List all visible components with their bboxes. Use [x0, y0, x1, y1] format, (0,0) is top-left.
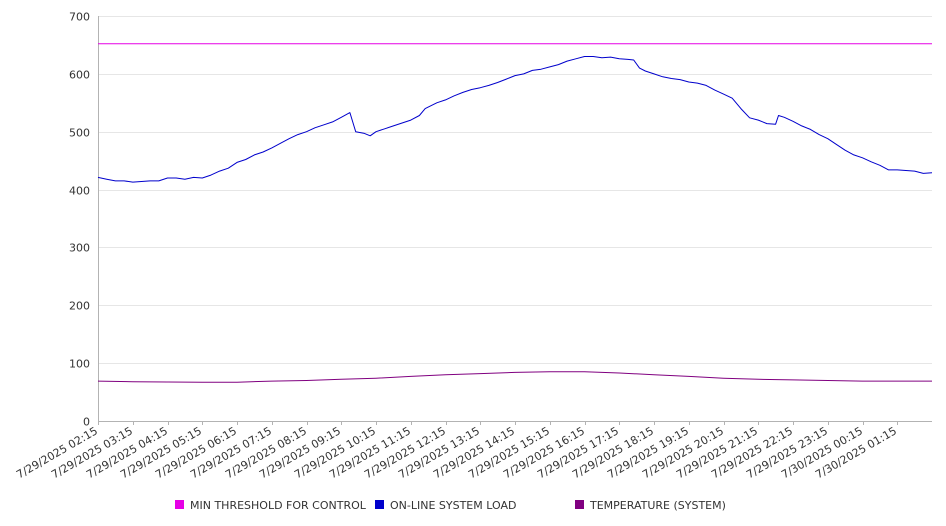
axes — [98, 16, 932, 425]
y-tick-label: 0 — [83, 416, 90, 429]
y-tick-label: 400 — [69, 185, 90, 198]
series-line-on-line-system-load — [97, 56, 933, 183]
y-axis-tick-labels: 0 100 200 300 400 500 600 700 — [69, 11, 90, 429]
legend-swatch — [575, 500, 584, 509]
legend-swatch — [375, 500, 384, 509]
gridlines — [98, 16, 932, 364]
legend: MIN THRESHOLD FOR CONTROL ON-LINE SYSTEM … — [175, 499, 726, 512]
y-tick-label: 600 — [69, 69, 90, 82]
y-tick-label: 500 — [69, 127, 90, 140]
legend-swatch — [175, 500, 184, 509]
series-lines — [97, 43, 933, 383]
y-tick-label: 200 — [69, 300, 90, 313]
legend-label: MIN THRESHOLD FOR CONTROL — [190, 499, 367, 512]
y-tick-label: 300 — [69, 242, 90, 255]
x-axis-tick-labels: 7/29/2025 02:157/29/2025 03:157/29/2025 … — [14, 424, 899, 481]
y-tick-label: 700 — [69, 11, 90, 24]
legend-label: TEMPERATURE (SYSTEM) — [589, 499, 726, 512]
legend-label: ON-LINE SYSTEM LOAD — [390, 499, 516, 512]
y-tick-label: 100 — [69, 358, 90, 371]
series-line-temperature-system — [97, 371, 932, 383]
